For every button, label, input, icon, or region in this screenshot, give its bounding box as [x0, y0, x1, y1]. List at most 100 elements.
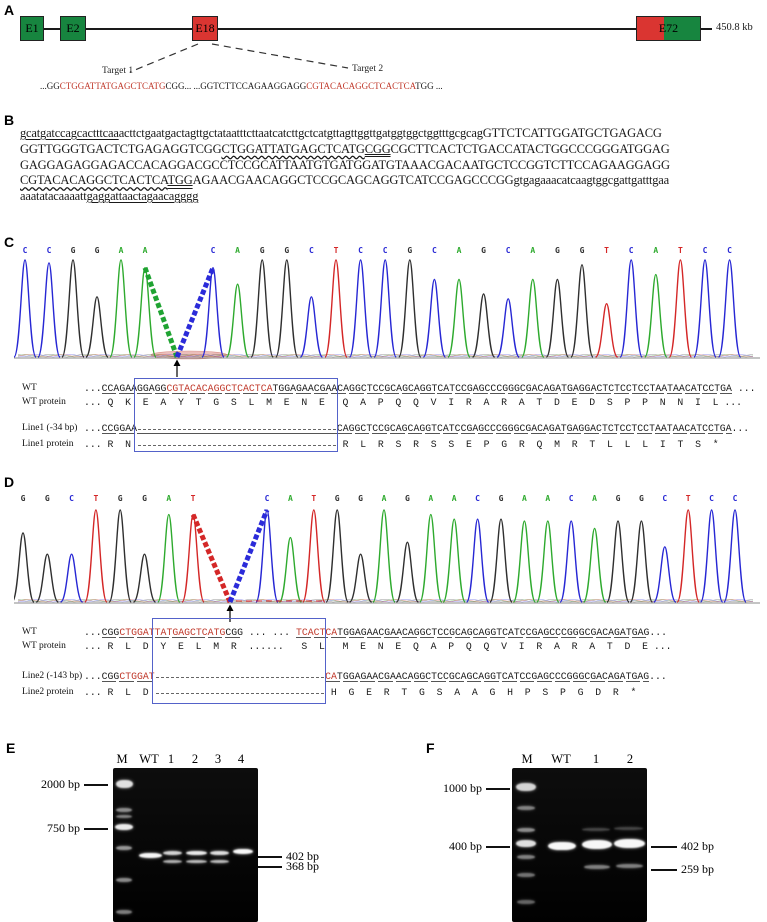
seq-plain: gtgagaaacatcaagtggcgattgatttgaa	[513, 173, 670, 188]
size-marker-tick	[486, 788, 510, 790]
svg-text:G: G	[95, 246, 100, 255]
nucleotide-sequence: ...CCGGAA CAGGCTCCGCAGCAGGTCATCCGAGCCCGGG…	[84, 423, 750, 434]
svg-text:G: G	[405, 494, 410, 503]
deleted-region-dashes	[137, 440, 337, 450]
lane-label-2: 2	[191, 752, 199, 766]
ellipsis: ...	[84, 627, 102, 638]
panel-c-label: C	[4, 234, 15, 250]
gel-band	[517, 900, 535, 904]
svg-text:C: C	[475, 494, 480, 503]
gel-band	[614, 839, 645, 848]
deleted-region-dashes	[155, 688, 325, 698]
svg-text:C: C	[629, 246, 634, 255]
svg-text:A: A	[592, 494, 597, 503]
lane-label-wt: WT	[551, 752, 571, 766]
gel-band	[517, 855, 535, 859]
seq-wavy-underlined: CGTACACAGGCTCACTCA	[20, 173, 168, 188]
gel-band	[186, 851, 207, 855]
gel-band	[517, 806, 535, 810]
gel-band	[116, 910, 132, 914]
lane-label-1: 1	[592, 752, 600, 766]
gel-band	[517, 873, 535, 877]
svg-text:G: G	[118, 494, 123, 503]
size-marker-label: 400 bp	[449, 839, 482, 853]
nucleotide-sequence: ...CGGCTGGAT CATGGAGAACGAACAGGCTCCGCAGCAG…	[84, 671, 667, 682]
ellipsis: ...	[84, 671, 102, 682]
svg-text:G: G	[639, 494, 644, 503]
seq-plain: AGAACGAACAGGCTCCGCAGCAGGTCATCCGAGCCCGG	[192, 173, 514, 188]
exon-box-e72: E72	[636, 16, 701, 41]
sequence-line: GAGGAGAGGAGACCACAGGACGCCTCCGCATTAATGTGAT…	[20, 158, 765, 174]
seq-solid-underlined: gcatgatccagcactttcaa	[20, 126, 119, 140]
svg-text:C: C	[733, 494, 738, 503]
alignment-row-label: WT	[22, 627, 37, 637]
svg-text:A: A	[522, 494, 527, 503]
svg-text:A: A	[545, 494, 550, 503]
svg-text:T: T	[191, 494, 196, 503]
alignment-row-label: Line2 protein	[22, 687, 74, 697]
seq-plain: GGTTGGGTGACTCTGAGAGGTCGG	[20, 141, 222, 156]
size-marker-tick	[84, 828, 108, 830]
size-marker-label: 2000 bp	[41, 777, 80, 791]
svg-text:G: G	[481, 246, 486, 255]
svg-text:G: G	[142, 494, 147, 503]
gel-band	[210, 860, 229, 863]
ellipsis: ...	[731, 423, 750, 434]
svg-text:C: C	[265, 494, 270, 503]
target-seq-segment: ...GG	[40, 81, 60, 91]
exon-box-e18: E18	[192, 16, 218, 41]
genomic-sequence-block: gcatgatccagcactttcaaacttctgaatgactagttgc…	[20, 126, 765, 205]
sequence-line: aaatatacaaaattgaggattaactagaacagggg	[20, 189, 765, 205]
alignment-row-label: WT protein	[22, 397, 66, 407]
gel-band	[116, 815, 132, 818]
lane-label-4: 4	[237, 752, 245, 766]
band-size-label: 402 bp	[681, 839, 714, 853]
svg-text:C: C	[309, 246, 314, 255]
target2-label: Target 2	[352, 64, 384, 74]
gel-band	[210, 851, 229, 855]
ellipsis: ... ...	[243, 627, 296, 638]
nucleotide-sequence: ...CGGCTGGATTATGAGCTCATGCGG ... ... TCAC…	[84, 627, 668, 638]
svg-text:A: A	[235, 246, 240, 255]
svg-text:C: C	[432, 246, 437, 255]
gel-band	[582, 828, 610, 831]
protein-sequence: ... R N R L R S R S S E P G R Q M R T L L L I T S *	[84, 439, 719, 450]
svg-text:G: G	[555, 246, 560, 255]
target1-label: Target 1	[102, 66, 134, 76]
gel-band	[548, 842, 576, 850]
panel-f-label: F	[426, 740, 435, 756]
panel-e-label: E	[6, 740, 16, 756]
exon-box-e2: E2	[60, 16, 86, 41]
band-size-tick	[651, 846, 677, 848]
panel-b-label: B	[4, 112, 15, 128]
sequence-line: gcatgatccagcactttcaaacttctgaatgactagttgc…	[20, 126, 765, 142]
deleted-region-dashes	[136, 424, 337, 434]
alignment-row: Line2 (-143 bp) ...CGGCTGGAT CATGGAGAACGAA…	[0, 671, 767, 684]
alignment-row: WT ...CCAGAAGGAGGCGTACACAGGCTCACTCATGGAGA…	[0, 383, 767, 396]
target-seq-segment: CGTACACAGGCTCACTCA	[306, 81, 416, 91]
gel-band	[116, 780, 133, 788]
target-seq-segment: CGG... ...GGTCTTCCAGAAGGAGG	[165, 81, 307, 91]
svg-text:G: G	[45, 494, 50, 503]
svg-text:C: C	[69, 494, 74, 503]
target-seq-segment: CTGGATTATGAGCTCATG	[59, 81, 166, 91]
panel-f-gel-image	[512, 768, 647, 922]
svg-text:C: C	[703, 246, 708, 255]
gel-band	[517, 828, 535, 832]
gel-band	[116, 808, 132, 812]
svg-text:G: G	[21, 494, 26, 503]
size-marker-label: 1000 bp	[443, 781, 482, 795]
seq-double-underlined: TGG	[167, 173, 193, 188]
band-size-label: 402 bp	[286, 849, 319, 863]
svg-text:G: G	[499, 494, 504, 503]
size-marker-tick	[486, 846, 510, 848]
seq-double-underlined: CGG	[364, 141, 391, 156]
seq-plain: GTTCTCATTGGATGCTGAGACG	[482, 126, 662, 140]
ellipsis: ...	[84, 383, 102, 394]
svg-text:G: G	[616, 494, 621, 503]
svg-text:C: C	[383, 246, 388, 255]
target-connector-dashes	[129, 43, 349, 73]
lane-label-2: 2	[626, 752, 634, 766]
gel-band	[584, 865, 610, 869]
